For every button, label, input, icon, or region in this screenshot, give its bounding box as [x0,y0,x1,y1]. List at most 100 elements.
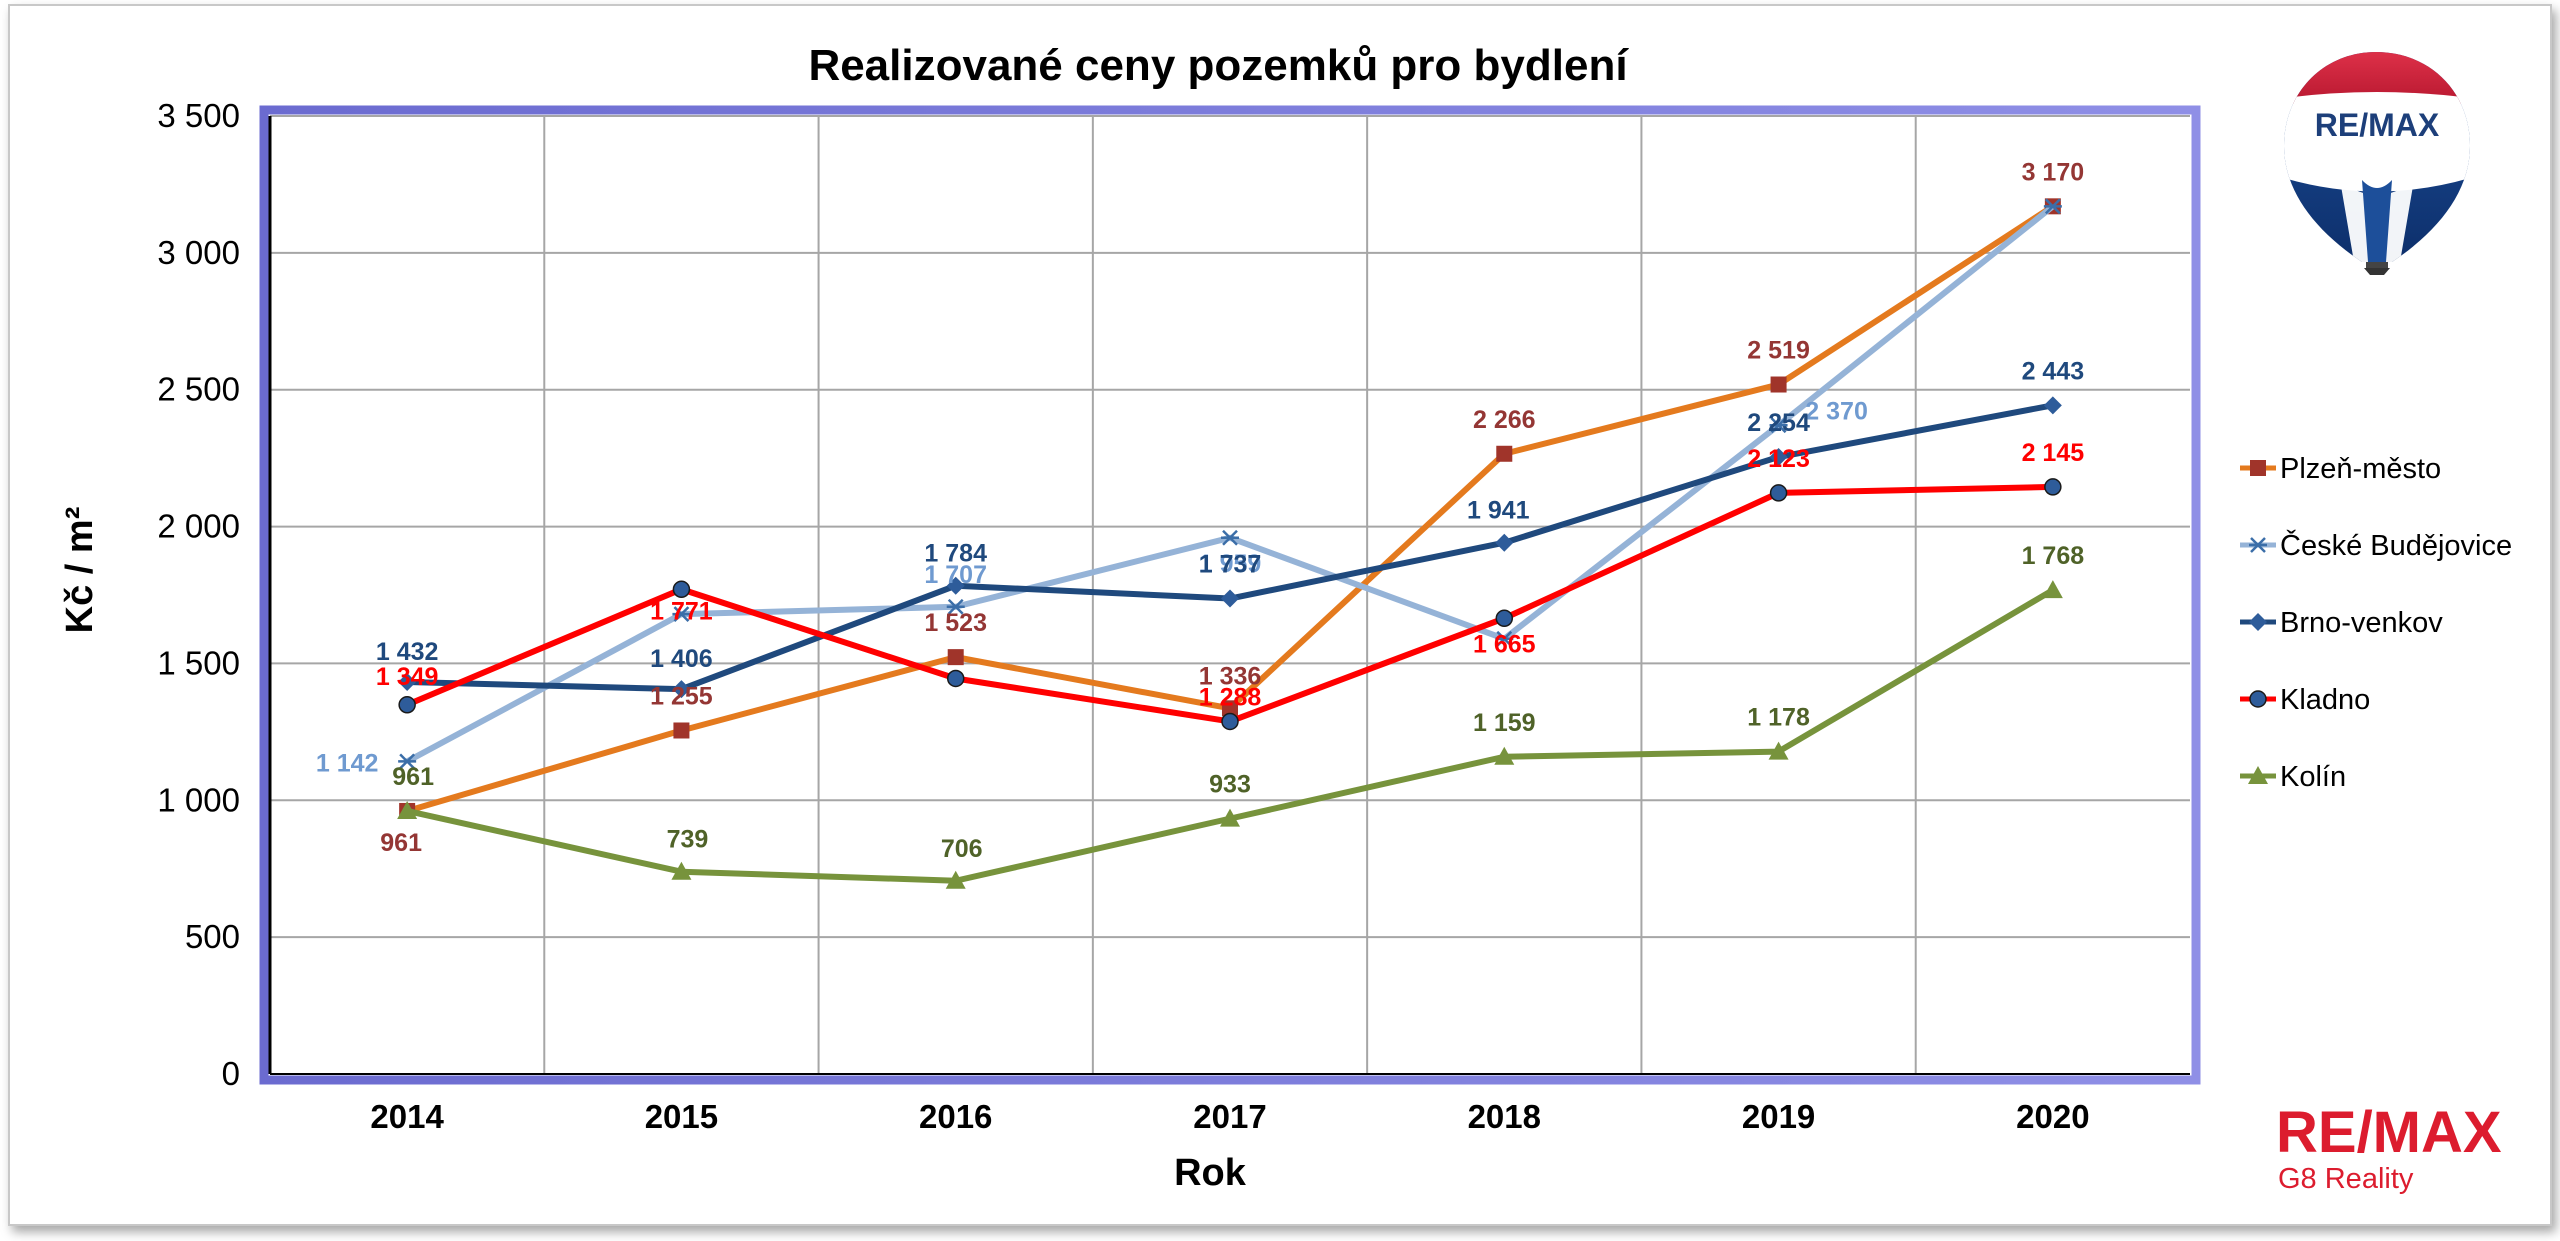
data-point [1221,589,1239,608]
data-label: 1 737 [1199,551,1262,579]
data-point [1495,630,1514,647]
data-point [398,753,417,770]
data-point [946,669,965,688]
legend-marker [2248,766,2268,784]
legend-marker [2249,690,2267,708]
x-tick-label: 2015 [645,1098,718,1135]
data-label: 1 178 [1747,704,1810,732]
remax-logo-text: RE/MAX [2276,1100,2502,1165]
data-label: 933 [1209,771,1251,799]
remax-balloon-icon: RE/MAX [2284,52,2470,275]
data-point [397,800,418,819]
x-axis-ticks: 2014 2015 2016 2017 2018 2019 2020 [370,1098,2089,1135]
data-label: 1 523 [924,609,987,637]
y-tick-label: 2 500 [157,371,240,408]
x-tick-label: 2020 [2016,1098,2089,1135]
data-label: 2 123 [1747,445,1810,473]
balloon-text: RE/MAX [2315,107,2440,143]
data-label: 2 145 [2022,439,2085,467]
data-point [671,861,692,880]
legend-label: Kladno [2280,684,2370,716]
data-label: 1 406 [650,645,713,673]
data-labels: 961 1 255 1 523 1 336 2 266 2 519 3 170 1 142 1 … [316,158,2084,862]
data-point [1496,445,1513,462]
data-label: 1 959 [1199,550,1262,578]
y-tick-label: 2 000 [157,508,240,545]
data-point [2043,198,2062,215]
data-label: 1 255 [650,682,713,710]
legend-marker [2249,537,2267,553]
data-point [1769,484,1788,502]
data-point [946,576,965,595]
data-point [947,649,964,666]
data-label: 2 443 [2022,357,2085,385]
data-label: 961 [380,829,422,857]
legend-label: České Budějovice [2280,528,2512,562]
y-tick-label: 1 000 [157,781,240,818]
data-point [1494,746,1515,765]
data-point [1495,533,1514,552]
data-label: 1 142 [316,749,379,777]
x-tick-label: 2019 [1742,1098,1815,1135]
chart-title: Realizované ceny pozemků pro bydlení [808,41,1629,90]
data-label: 961 [392,763,434,791]
data-point [1769,417,1788,434]
data-label: 1 349 [376,663,439,691]
y-tick-label: 0 [222,1055,240,1092]
data-label: 1 665 [1473,630,1536,658]
legend-entry: Brno-venkov [2240,607,2443,639]
data-label: 1 432 [376,638,439,666]
y-tick-label: 1 500 [157,644,240,681]
data-point [1770,376,1787,393]
data-point [672,580,691,599]
x-tick-label: 2014 [370,1098,444,1135]
data-label: 3 170 [2022,158,2085,186]
data-point [1768,741,1789,760]
legend-entry: České Budějovice [2240,528,2512,562]
legend-marker [2250,460,2266,476]
data-point [946,598,965,615]
y-tick-label: 500 [185,918,240,955]
data-label: 1 941 [1467,497,1530,525]
data-label: 1 784 [924,540,987,568]
data-point [673,722,690,739]
remax-logo-subtitle: G8 Reality [2278,1163,2414,1195]
data-point [1495,609,1514,628]
axes [268,116,2190,1075]
data-point [945,870,966,889]
data-point [2043,396,2062,415]
data-label: 739 [667,826,709,854]
legend-label: Brno-venkov [2280,607,2443,639]
gridlines [270,115,2190,1074]
data-point [1221,529,1239,546]
data-point [398,673,417,692]
y-axis-title: Kč / m² [59,507,101,634]
y-tick-label: 3 500 [157,97,240,134]
legend: Plzeň-město České Budějovice Brno-venkov Kl… [2240,453,2512,793]
data-label: 2 266 [1473,406,1536,434]
data-label: 1 771 [650,597,713,625]
data-point [672,606,691,623]
data-point [398,696,416,714]
x-tick-label: 2017 [1193,1098,1266,1135]
data-point [1769,448,1788,467]
series-lines [397,198,2063,889]
data-point [1220,808,1240,827]
legend-label: Plzeň-město [2280,453,2441,485]
data-label: 2 370 [1805,397,1868,425]
legend-entry: Kladno [2240,684,2370,716]
data-label: 1 336 [1199,662,1262,690]
legend-label: Kolín [2280,761,2346,793]
data-label: 2 254 [1747,409,1810,437]
data-label: 2 519 [1747,337,1810,365]
x-tick-label: 2016 [919,1098,992,1135]
data-point [672,680,691,699]
plot-border [259,105,2201,1085]
remax-logo: RE/MAX G8 Reality [2276,1100,2502,1195]
data-label: 706 [941,835,983,863]
data-label: 1 707 [924,561,987,589]
legend-entry: Plzeň-město [2240,453,2441,485]
x-axis-title: Rok [1174,1152,1247,1194]
y-tick-label: 3 000 [157,234,240,271]
